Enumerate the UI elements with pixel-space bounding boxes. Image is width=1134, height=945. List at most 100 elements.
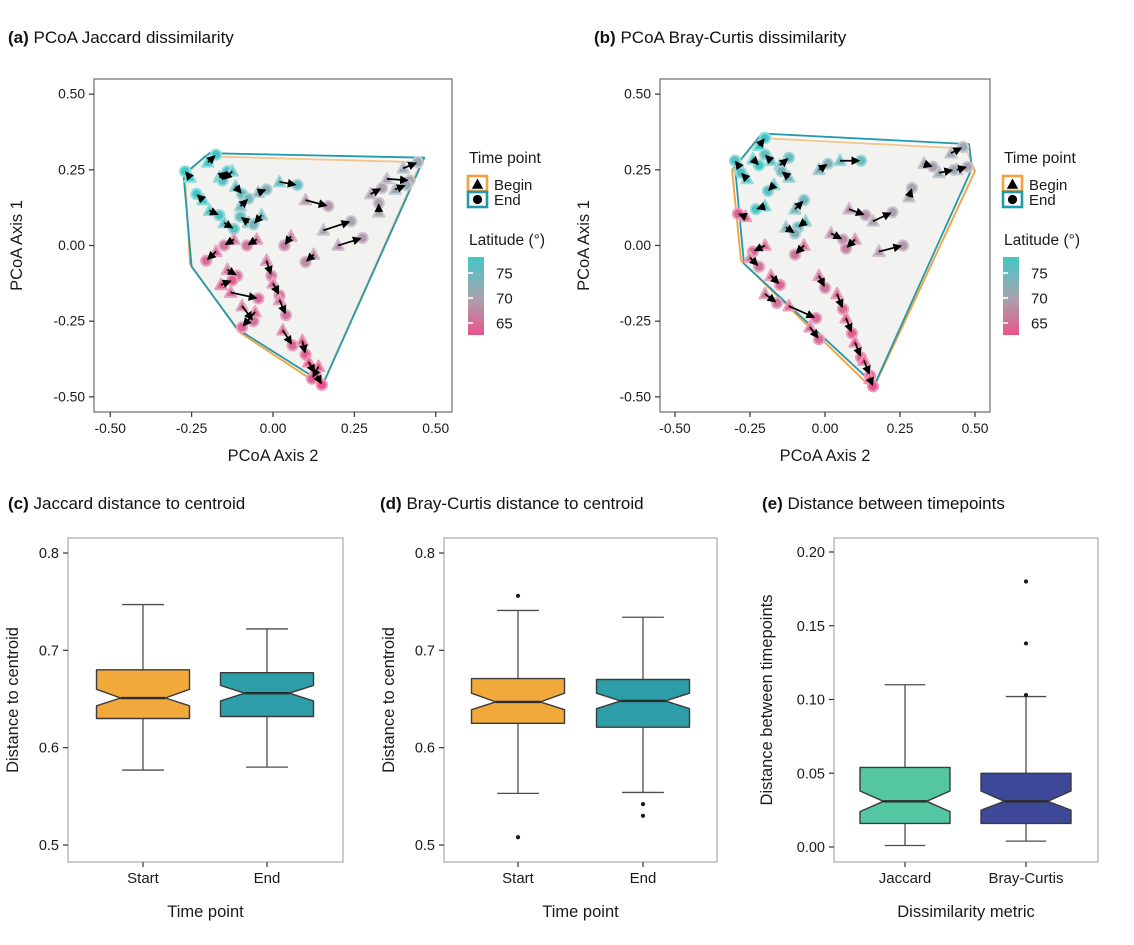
latitude-gradient-tick xyxy=(1003,297,1008,299)
outlier-point xyxy=(1023,641,1029,646)
end-point xyxy=(749,203,763,216)
begin-point xyxy=(223,285,238,298)
trajectory-arrow xyxy=(305,252,316,262)
trajectory-arrow xyxy=(220,279,232,288)
trajectory-arrow xyxy=(394,184,406,193)
trajectory-arrow xyxy=(312,366,321,378)
trajectory-arrow xyxy=(749,155,759,166)
panel-c: (c) Jaccard distance to centroid 0.8 0.7 0… xyxy=(0,480,370,945)
trajectory-arrow xyxy=(386,175,409,185)
end-point xyxy=(240,239,254,252)
x-tick-label: 0.50 xyxy=(422,421,449,436)
trajectory-arrow xyxy=(278,299,287,315)
trajectory-arrow xyxy=(778,158,789,168)
panel-d: (d) Bray-Curtis distance to centroid 0.8… xyxy=(370,480,745,945)
x-tick-label: 0.50 xyxy=(962,421,989,436)
end-point xyxy=(322,200,335,213)
trajectory-arrow xyxy=(224,236,235,246)
trajectory-arrow xyxy=(242,311,256,327)
end-point xyxy=(411,156,424,169)
trajectory-arrow xyxy=(226,267,237,276)
panel-a-plot: 0.50 0.25 0.00 -0.25 -0.50 -0.50 -0.25 0.00 0.25… xyxy=(8,78,545,465)
x-category-label: Start xyxy=(127,870,160,887)
end-point xyxy=(400,178,413,192)
trajectory-arrow xyxy=(765,154,775,165)
panel-e-plot: 0.20 0.15 0.10 0.05 0.00 Jaccard Bray-Curtis Di… xyxy=(758,537,1099,921)
panel-a-tag: (a) xyxy=(8,28,29,47)
x-tick-label: 0.25 xyxy=(341,421,368,436)
y-axis-title: PCoA Axis 1 xyxy=(575,200,593,291)
notched-box xyxy=(859,766,951,825)
trajectory-arrow xyxy=(816,275,825,288)
trajectory-arrow xyxy=(878,243,903,253)
y-tick-label: 0.6 xyxy=(415,741,435,757)
end-point xyxy=(731,207,745,220)
begin-point xyxy=(830,286,844,300)
trajectory-arrow xyxy=(284,235,294,246)
trajectory-arrow xyxy=(950,147,963,156)
y-tick-label: -0.25 xyxy=(620,314,652,329)
x-category-label: Start xyxy=(502,870,535,887)
trajectory-arrow xyxy=(305,199,328,208)
latitude-tick-label: 70 xyxy=(496,291,513,308)
trajectory-arrow xyxy=(749,256,759,267)
trajectory-arrow xyxy=(795,244,805,254)
trajectory-arrow xyxy=(232,184,242,194)
panel-d-plot: 0.8 0.7 0.6 0.5 Start End Time point Distance t… xyxy=(380,537,718,921)
trajectory-arrow xyxy=(956,165,967,174)
y-axis-title: Distance to centroid xyxy=(4,627,22,773)
panel-d-tag: (d) xyxy=(380,494,402,513)
panel-a: (a) PCoA Jaccard dissimilarity 0.50 0.25 0… xyxy=(0,0,567,480)
trajectory-arrow xyxy=(753,243,766,252)
x-axis-title: Time point xyxy=(542,903,619,921)
latitude-gradient-bar xyxy=(1003,257,1019,335)
trajectory-arrow xyxy=(798,218,808,228)
begin-point xyxy=(848,335,862,348)
end-key-label: End xyxy=(494,192,521,209)
trajectory-arrow xyxy=(230,291,258,301)
end-point xyxy=(375,181,389,195)
trajectory-arrow xyxy=(370,188,382,197)
y-tick-label: 0.25 xyxy=(58,162,85,177)
trajectory-arrow xyxy=(835,293,844,309)
y-tick-label: 0.5 xyxy=(415,838,435,854)
end-point xyxy=(896,239,910,252)
end-key-circle-icon xyxy=(1007,194,1018,205)
latitude-gradient-tick xyxy=(468,297,473,299)
trajectory-arrow xyxy=(223,220,234,229)
begin-point xyxy=(380,171,394,185)
end-point xyxy=(218,239,231,252)
end-point xyxy=(260,183,273,196)
trajectory-arrow xyxy=(846,238,856,248)
begin-key-triangle-icon xyxy=(1006,178,1019,189)
trajectory-arrow xyxy=(298,340,308,354)
trajectory-arrow xyxy=(238,198,249,209)
notched-box xyxy=(95,669,191,720)
outlier-point xyxy=(515,835,521,840)
x-category-label: End xyxy=(630,870,657,887)
begin-point xyxy=(833,153,847,167)
y-axis-title: Distance to centroid xyxy=(380,627,398,773)
trajectory-arrow xyxy=(196,194,207,204)
trajectory-arrow xyxy=(844,317,853,333)
begin-point xyxy=(857,353,871,366)
latitude-legend-title: Latitude (°) xyxy=(1004,232,1080,249)
end-point xyxy=(905,181,919,195)
end-point xyxy=(788,227,802,240)
x-category-label: Bray-Curtis xyxy=(988,870,1063,887)
y-tick-label: -0.50 xyxy=(620,389,652,404)
latitude-tick-label: 75 xyxy=(496,266,513,283)
outlier-point xyxy=(515,593,521,598)
x-tick-label: 0.00 xyxy=(812,421,839,436)
x-tick-label: -0.25 xyxy=(176,421,208,436)
begin-point xyxy=(259,253,274,267)
trajectory-arrow xyxy=(768,181,778,191)
end-point xyxy=(886,206,899,219)
y-tick-label: 0.7 xyxy=(39,643,59,659)
outlier-point xyxy=(640,813,646,818)
y-tick-label: 0.00 xyxy=(797,840,825,856)
trajectory-arrow xyxy=(781,171,792,181)
panel-c-tag: (c) xyxy=(8,494,29,513)
begin-point xyxy=(272,292,287,306)
